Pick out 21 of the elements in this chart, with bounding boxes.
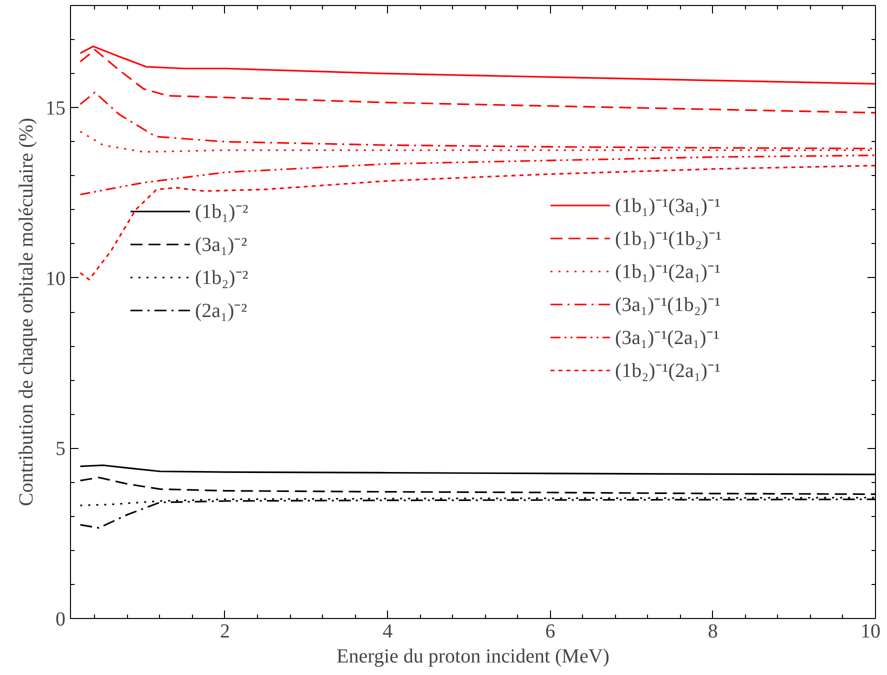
- legend-label: (2a₁)⁻²: [195, 299, 248, 323]
- legend-label: (1b₂)⁻²: [195, 266, 248, 290]
- legend-label: (3a₁)⁻²: [195, 233, 248, 257]
- x-tick-label: 10: [860, 620, 880, 642]
- y-tick-label: 5: [56, 438, 66, 460]
- x-axis-title: Energie du proton incident (MeV): [336, 646, 610, 668]
- legend-label: (3a₁)⁻¹(1b₂)⁻¹: [615, 293, 720, 317]
- legend-label: (1b₁)⁻¹(3a₁)⁻¹: [615, 194, 720, 218]
- legend-label: (3a₁)⁻¹(2a₁)⁻¹: [615, 326, 720, 350]
- legend-label: (1b₂)⁻¹(2a₁)⁻¹: [615, 359, 720, 383]
- x-tick-label: 4: [382, 620, 393, 642]
- legend-label: (1b₁)⁻¹(1b₂)⁻¹: [615, 227, 722, 251]
- legend-label: (1b₁)⁻²: [195, 200, 248, 224]
- y-tick-label: 0: [56, 608, 66, 630]
- x-tick-label: 2: [220, 620, 230, 642]
- x-tick-label: 6: [545, 620, 556, 642]
- y-axis-title: Contribution de chaque orbitale moléculaire (%): [16, 118, 38, 506]
- y-tick-label: 15: [46, 98, 66, 120]
- x-tick-label: 8: [708, 620, 718, 642]
- legend-label: (1b₁)⁻¹(2a₁)⁻¹: [615, 260, 720, 284]
- y-tick-label: 10: [46, 268, 66, 290]
